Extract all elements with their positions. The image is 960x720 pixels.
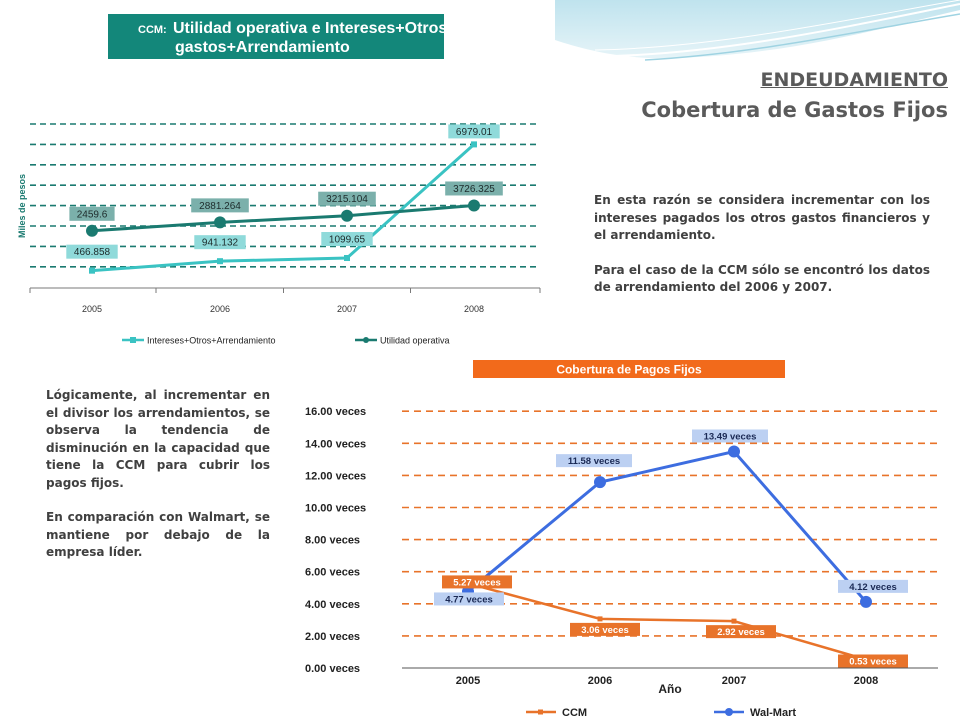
paragraph: En comparación con Walmart, se mantiene … — [46, 510, 270, 559]
chart2-series-line — [467, 582, 867, 661]
chart1-title-prefix: CCM: — [138, 24, 167, 36]
chart1-legend-marker — [363, 337, 369, 343]
chart1-series-line — [91, 203, 475, 233]
chart2-data-label-box — [556, 454, 632, 468]
explanation-text-right: En esta razón se considera incrementar c… — [594, 192, 930, 314]
chart1-data-label: 3215.104 — [326, 194, 368, 205]
chart2-point — [728, 445, 740, 458]
chart2-data-label: 4.12 veces — [849, 582, 897, 593]
paragraph: Para el caso de la CCM sólo se encontró … — [594, 262, 930, 295]
chart1-point — [344, 255, 350, 262]
chart2-data-label: 13.49 veces — [704, 431, 757, 442]
chart1-data-label: 466.858 — [74, 247, 111, 258]
chart2-data-label-box — [570, 622, 640, 636]
page-heading: ENDEUDAMIENTO Cobertura de Gastos Fijos — [641, 66, 948, 126]
chart1-legend-label: Utilidad operativa — [380, 336, 450, 346]
chart1-title-banner — [108, 14, 444, 59]
chart2-data-label-box — [838, 579, 908, 593]
chart2-data-label-box — [442, 575, 512, 589]
chart2-data-label-box — [838, 654, 908, 668]
chart2-y-tick-label: 10.00 veces — [305, 503, 366, 515]
chart2-point — [860, 595, 872, 608]
chart1-data-label-box — [191, 198, 249, 213]
chart1-point — [471, 141, 477, 148]
wave-header-decoration — [555, 0, 960, 61]
chart1-data-label: 941.132 — [202, 238, 239, 249]
chart1-title-line: Utilidad operativa e Intereses+Otros — [173, 20, 447, 37]
chart1-point — [468, 199, 480, 212]
chart1-legend-label: Intereses+Otros+Arrendamiento — [147, 336, 276, 346]
chart1-data-label-box — [66, 244, 118, 259]
chart2-point — [594, 476, 606, 489]
chart1-data-label: 2881.264 — [199, 201, 241, 212]
chart1-x-tick-label: 2005 — [82, 304, 102, 314]
chart1-data-label: 3726.325 — [453, 184, 495, 195]
chart1-title-line: gastos+Arrendamiento — [175, 39, 350, 56]
chart1-point — [86, 224, 98, 237]
chart1-data-label: 2459.6 — [77, 209, 108, 220]
chart1-x-tick-label: 2008 — [464, 304, 484, 314]
chart1-data-label-box — [318, 191, 376, 206]
paragraph: Lógicamente, al incrementar en el diviso… — [46, 388, 270, 490]
chart2-x-tick-label: 2005 — [456, 675, 480, 687]
chart2-title-banner — [473, 360, 785, 378]
chart1-legend-marker — [130, 337, 136, 343]
chart2-data-label: 5.27 veces — [453, 577, 501, 588]
chart2-y-tick-label: 12.00 veces — [305, 470, 366, 482]
chart2-y-tick-label: 4.00 veces — [305, 599, 360, 611]
chart2-series-line — [467, 449, 868, 603]
chart-cobertura-pagos-fijos: Cobertura de Pagos Fijos 0.00 veces 2.00 … — [305, 360, 938, 719]
chart2-data-label: 3.06 veces — [581, 625, 629, 636]
chart2-x-tick-label: 2006 — [588, 675, 612, 687]
chart1-data-label: 6979.01 — [456, 127, 493, 138]
chart2-data-label-box — [706, 625, 776, 639]
chart2-data-label: 2.92 veces — [717, 627, 765, 638]
section-subtitle: Cobertura de Gastos Fijos — [641, 98, 948, 122]
chart2-x-tick-label: 2008 — [854, 675, 878, 687]
chart2-point — [731, 618, 737, 624]
chart2-data-label: 4.77 veces — [445, 594, 493, 605]
chart1-data-label-box — [445, 181, 503, 196]
chart1-x-tick-label: 2007 — [337, 304, 357, 314]
chart1-x-tick-label: 2006 — [210, 304, 230, 314]
chart1-point — [217, 258, 223, 265]
chart2-data-label-box — [692, 429, 768, 443]
chart1-point — [214, 216, 226, 229]
chart2-xlabel: Año — [658, 682, 681, 696]
chart1-data-label: 1099.65 — [329, 235, 366, 246]
chart2-y-tick-label: 6.00 veces — [305, 567, 360, 579]
chart2-data-label: 0.53 veces — [849, 656, 897, 667]
chart2-data-label: 11.58 veces — [568, 456, 620, 467]
chart1-ylabel: Miles de pesos — [17, 174, 27, 238]
chart2-legend-label: CCM — [562, 707, 587, 719]
chart2-y-tick-label: 8.00 veces — [305, 535, 360, 547]
chart1-point — [341, 209, 353, 222]
chart1-point — [89, 267, 95, 274]
paragraph: En esta razón se considera incrementar c… — [594, 193, 930, 242]
chart2-data-label-box — [434, 592, 504, 606]
chart1-data-label-box — [194, 235, 246, 250]
chart-utilidad-operativa: CCM: Utilidad operativa e Intereses+Otro… — [0, 0, 553, 352]
chart2-title: Cobertura de Pagos Fijos — [556, 363, 702, 377]
chart2-legend-marker — [538, 709, 543, 715]
chart2-y-tick-label: 2.00 veces — [305, 631, 360, 643]
explanation-text-left: Lógicamente, al incrementar en el diviso… — [46, 387, 270, 579]
chart1-data-label-box — [69, 206, 115, 221]
chart2-y-tick-label: 16.00 veces — [305, 406, 366, 418]
chart1-data-label-box — [321, 232, 373, 247]
chart2-legend-label: Wal-Mart — [750, 707, 796, 719]
chart2-x-tick-label: 2007 — [722, 675, 746, 687]
section-title: ENDEUDAMIENTO — [760, 69, 948, 91]
chart2-point — [597, 616, 603, 622]
chart2-legend-marker — [725, 708, 733, 716]
chart2-y-tick-label: 0.00 veces — [305, 663, 360, 675]
chart1-series-line — [91, 143, 476, 273]
chart1-data-label-box — [448, 124, 500, 139]
chart2-y-tick-label: 14.00 veces — [305, 438, 366, 450]
